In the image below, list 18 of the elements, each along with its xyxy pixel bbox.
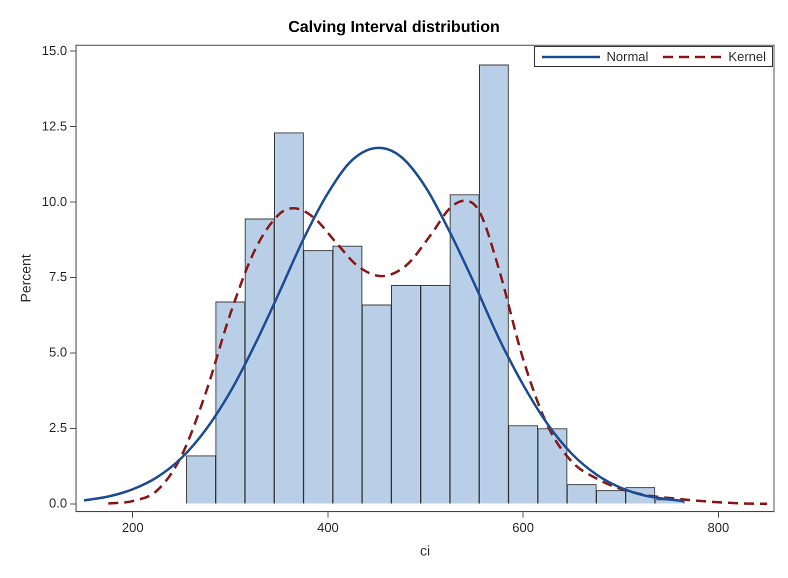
legend-label: Normal bbox=[606, 49, 648, 64]
line-series bbox=[107, 199, 768, 505]
x-tick-label: 800 bbox=[708, 520, 730, 535]
y-tick-label: 15.0 bbox=[42, 42, 68, 58]
y-tick-label: 5.0 bbox=[49, 344, 68, 360]
y-axis-title: Percent bbox=[17, 254, 34, 303]
x-tick-label: 600 bbox=[512, 520, 534, 535]
chart-title: Calving Interval distribution bbox=[288, 19, 500, 36]
y-tick-label: 0.0 bbox=[49, 496, 68, 511]
y-tick-label: 10.0 bbox=[42, 194, 68, 209]
legend-label: Kernel bbox=[728, 49, 766, 64]
y-tick-label: 7.5 bbox=[49, 269, 68, 284]
y-tick-label: 12.5 bbox=[42, 118, 68, 134]
x-axis-title: ci bbox=[420, 542, 430, 558]
y-tick-label: 2.5 bbox=[49, 420, 68, 436]
x-tick-label: 200 bbox=[122, 520, 144, 535]
x-tick-label: 400 bbox=[317, 520, 339, 535]
line-series bbox=[82, 146, 686, 503]
